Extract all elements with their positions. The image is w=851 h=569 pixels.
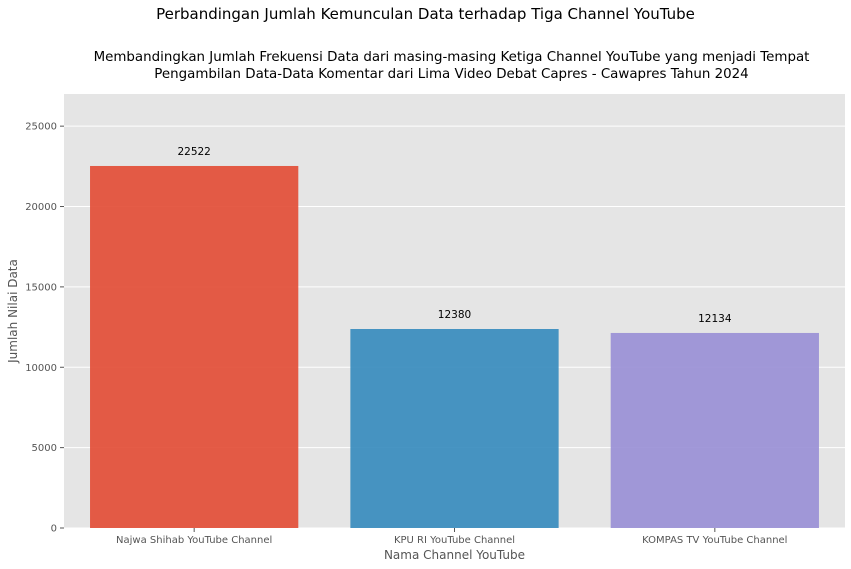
- bar: [350, 329, 559, 528]
- data-label: 12134: [698, 313, 732, 325]
- chart-title: Membandingkan Jumlah Frekuensi Data dari…: [0, 49, 851, 83]
- y-tick-label: 25000: [25, 122, 57, 133]
- chart-suptitle: Perbandingan Jumlah Kemunculan Data terh…: [156, 5, 695, 23]
- bar: [610, 332, 819, 528]
- x-tick-label: KPU RI YouTube Channel: [394, 535, 515, 546]
- y-tick-label: 10000: [25, 363, 57, 374]
- y-tick-label: 15000: [25, 282, 57, 293]
- y-tick-label: 0: [51, 524, 57, 535]
- bar: [90, 165, 299, 528]
- y-tick-label: 20000: [25, 202, 57, 213]
- chart-title-line-2: Pengambilan Data-Data Komentar dari Lima…: [154, 67, 749, 82]
- data-label: 22522: [177, 146, 210, 158]
- y-axis-label: Jumlah Nilai Data: [6, 259, 20, 364]
- x-tick-label: KOMPAS TV YouTube Channel: [642, 535, 787, 546]
- chart-title-line-1: Membandingkan Jumlah Frekuensi Data dari…: [93, 50, 810, 65]
- x-axis-label: Nama Channel YouTube: [384, 548, 525, 562]
- x-tick-label: Najwa Shihab YouTube Channel: [116, 535, 272, 546]
- y-tick-label: 5000: [32, 443, 57, 454]
- data-label: 12380: [438, 309, 471, 321]
